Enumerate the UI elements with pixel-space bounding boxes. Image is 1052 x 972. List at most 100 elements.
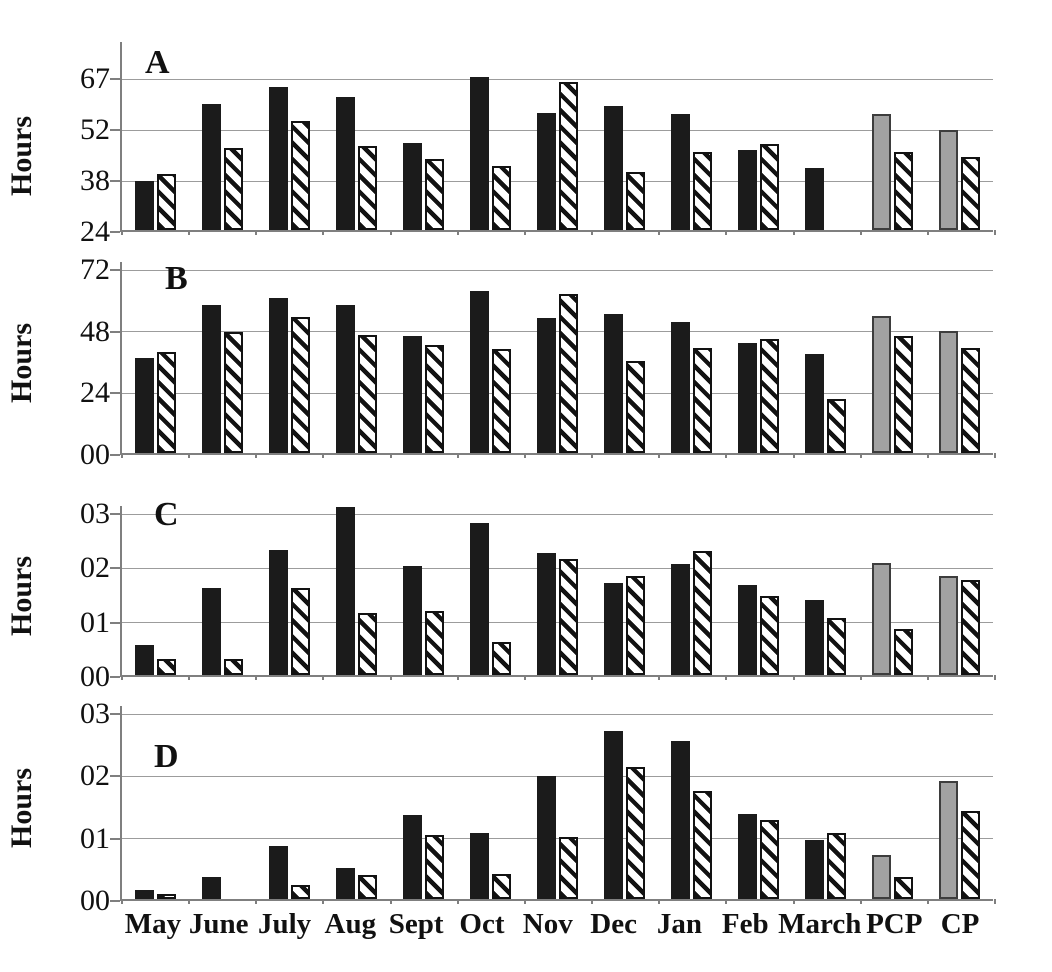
panel-b-bar-solid-june [202,305,221,453]
panel-d-label: D [154,738,179,775]
panel-b-group-jan [658,262,725,453]
panel-d-group-jan [658,706,725,899]
panel-c-group-aug [323,506,390,675]
x-axis-label-aug: Aug [324,908,377,940]
panel-d-x-tick-mark [121,899,123,904]
panel-d-y-tick-mark [110,775,120,778]
panel-b-group-may [122,262,189,453]
panel-b-bar-hatched-june [224,332,243,453]
panel-a-y-tick-label: 67 [80,62,110,95]
panel-c-x-tick-mark [859,675,862,680]
panel-a-bar-hatched-oct [492,166,511,230]
panel-c-y-tick-label: 00 [80,660,110,693]
panel-d-bar-hatched-cp [961,810,980,899]
panel-b-x-tick-mark [523,453,526,458]
panel-a-bar-hatched-sept [425,158,444,230]
panel-a-gridline [122,78,993,80]
panel-d-bar-solid-cp [939,781,958,899]
panel-b-y-tick-label: 72 [80,253,110,286]
panel-d-group-feb [725,706,792,899]
panel-c-x-tick-mark [725,675,728,680]
panel-c-bar-hatched-jan [693,551,712,675]
panel-a-bar-hatched-feb [760,144,779,230]
panel-c-group-jan [658,506,725,675]
x-axis-label-march: March [778,908,862,940]
panel-d-x-tick-mark [456,899,459,904]
panel-a-x-tick-mark [725,230,728,235]
panel-b-x-tick-mark [456,453,459,458]
panel-c-bar-solid-nov [537,552,556,675]
panel-d-x-tick-mark [188,899,191,904]
panel-d-bar-solid-oct [470,832,489,899]
panel-a-group-march [792,42,859,230]
panel-d-group-march [792,706,859,899]
panel-a-y-tick-mark [110,180,120,182]
panel-b-y-axis-title: Hours [5,322,38,403]
panel-d-bar-hatched-sept [425,835,444,899]
panel-d-bar-solid-feb [738,814,757,899]
panel-a-group-dec [591,42,658,230]
panel-d-y-tick-mark [110,713,120,715]
panel-b-bar-solid-dec [604,314,623,453]
panel-a-label: A [145,44,170,81]
panel-b-group-feb [725,262,792,453]
panel-d-bar-hatched-may [157,894,176,899]
panel-d-bar-hatched-pcp [894,877,913,899]
panel-a-gridline [122,129,993,131]
panel-d-bar-solid-jan [671,741,690,899]
panel-d-x-tick-mark [658,899,661,904]
x-axis-label-may: May [124,908,182,940]
panel-d-y-axis-title: Hours [5,767,38,848]
panel-d-y-tick-label: 00 [80,884,110,917]
panel-b-x-tick-mark [725,453,728,458]
panel-d-bar-hatched-oct [492,874,511,899]
panel-a-bar-solid-march [805,168,824,230]
panel-a-bar-hatched-cp [961,157,980,230]
panel-b-group-nov [524,262,591,453]
panel-c-x-tick-mark [792,675,795,680]
panel-c-group-feb [725,506,792,675]
panel-a-bar-solid-pcp [872,114,891,230]
panel-a-bar-hatched-nov [559,82,578,230]
panel-d-group-pcp [859,706,926,899]
panel-d-x-tick-mark [926,899,929,904]
panel-c-x-tick-mark [322,675,325,680]
panel-a-x-tick-mark [188,230,191,235]
panel-c-y-tick-label: 01 [80,605,110,639]
panel-c-bar-solid-sept [403,566,422,675]
panel-d-x-tick-mark [725,899,728,904]
panel-a-x-tick-mark [255,230,258,235]
panel-c-x-tick-mark [255,675,258,680]
panel-a-x-tick-mark [322,230,325,235]
panel-a-x-tick-mark [792,230,795,235]
panel-c-group-oct [457,506,524,675]
panel-c-bar-hatched-oct [492,642,511,675]
panel-c-bar-hatched-sept [425,610,444,675]
panel-a-bar-solid-oct [470,77,489,230]
panel-c-bar-solid-may [135,645,154,675]
panel-d-gridline [122,838,993,840]
panel-c-group-cp [926,506,993,675]
panel-b-x-tick-mark [792,453,795,458]
panel-d-bar-groups [122,706,993,899]
panel-c-x-tick-mark [926,675,929,680]
panel-b-x-tick-mark [322,453,325,458]
panel-a-bar-hatched-dec [626,171,645,230]
panel-c-x-tick-mark [523,675,526,680]
panel-d-x-tick-mark [389,899,392,904]
panel-b-group-aug [323,262,390,453]
panel-a-group-jan [658,42,725,230]
panel-b-group-june [189,262,256,453]
panel-b-plot-area: B [110,262,996,458]
panel-d-x-tick-mark [523,899,526,904]
panel-c-group-may [122,506,189,675]
panel-d-bar-hatched-feb [760,819,779,899]
panel-b-bar-hatched-feb [760,338,779,453]
panel-d-x-tick-mark [859,899,862,904]
panel-b-bar-hatched-jan [693,347,712,453]
panel-a-x-tick-mark [121,230,123,235]
panel-c-group-sept [390,506,457,675]
panel-d-group-sept [390,706,457,899]
panel-c-plot-area: C [110,498,996,680]
panel-b-group-dec [591,262,658,453]
